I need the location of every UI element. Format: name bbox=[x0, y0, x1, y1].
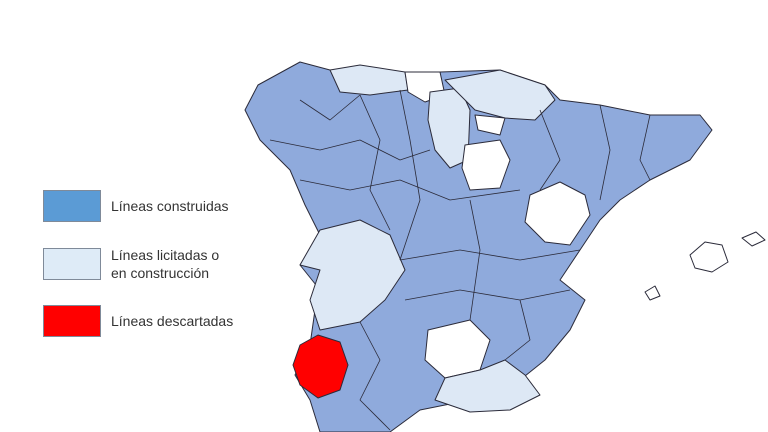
legend-tendered: Líneas licitadas o en construcción bbox=[43, 246, 219, 282]
island-mallorca bbox=[689, 241, 729, 273]
legend-built: Líneas construidas bbox=[43, 190, 229, 222]
legend-discarded: Líneas descartadas bbox=[43, 305, 233, 337]
region-rioja-none bbox=[474, 114, 506, 136]
legend-label-discarded: Líneas descartadas bbox=[111, 313, 234, 329]
legend-swatch-discarded bbox=[43, 305, 101, 337]
island-menorca bbox=[741, 231, 766, 247]
region-teruel-none bbox=[524, 181, 591, 246]
region-soria-none bbox=[461, 139, 511, 191]
island-ibiza bbox=[644, 285, 661, 301]
region-asturias-tendered bbox=[329, 64, 409, 96]
region-huelva-discarded bbox=[292, 334, 349, 399]
legend-label-line2: en construcción bbox=[111, 265, 210, 281]
region-east-andalusia-tendered bbox=[434, 359, 541, 413]
legend-swatch-built bbox=[43, 190, 101, 222]
region-basque-tendered bbox=[444, 69, 556, 121]
legend-label-built: Líneas construidas bbox=[111, 198, 229, 214]
legend-label-tendered: Líneas licitadas o en construcción bbox=[111, 246, 219, 282]
legend-swatch-tendered bbox=[43, 248, 101, 280]
legend-label-line1: Líneas licitadas o bbox=[111, 247, 220, 263]
mainland-built bbox=[244, 61, 713, 432]
